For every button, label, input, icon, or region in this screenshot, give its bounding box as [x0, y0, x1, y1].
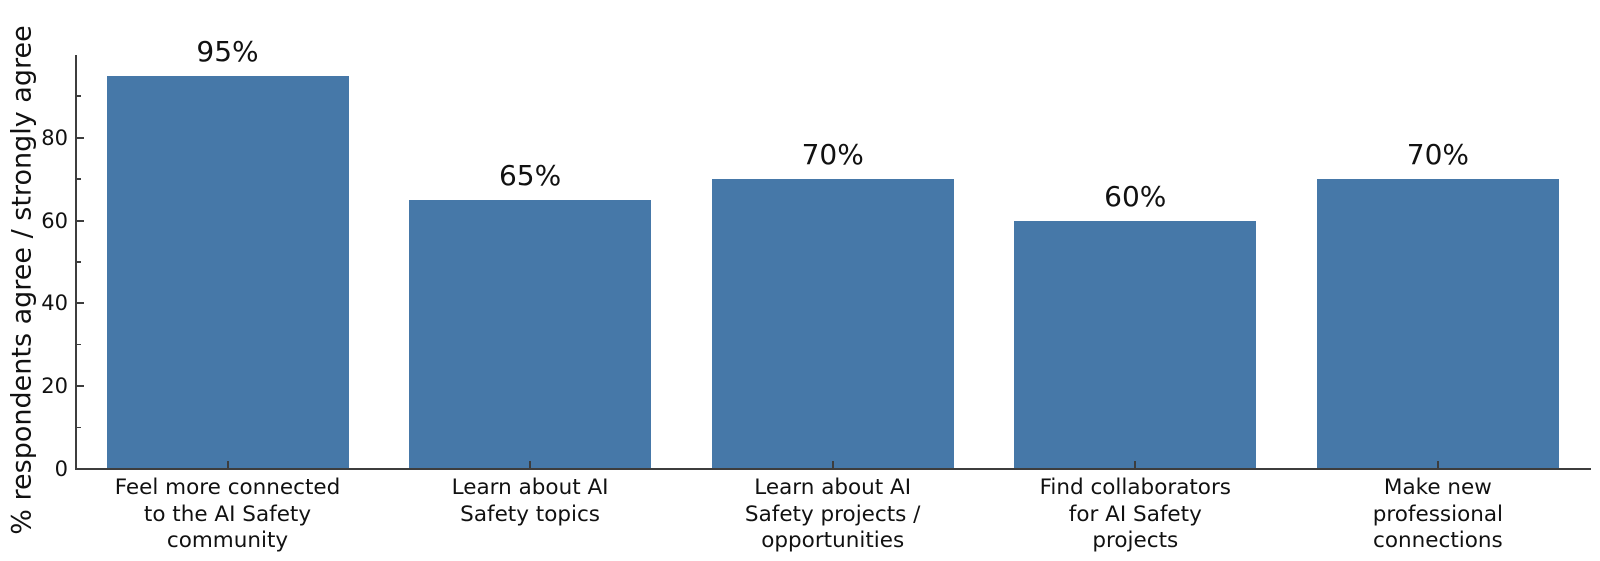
y-major-tick	[77, 302, 84, 305]
y-minor-tick	[77, 261, 81, 263]
x-tick-label: Find collaborators for AI Safety project…	[1039, 475, 1231, 553]
bar	[409, 199, 652, 468]
y-major-tick	[77, 385, 84, 388]
x-axis-line	[75, 468, 1591, 470]
bar-value-label: 60%	[1104, 179, 1167, 213]
y-tick-label: 40	[41, 291, 68, 316]
y-minor-tick	[77, 178, 81, 180]
bar	[711, 179, 954, 468]
y-major-tick	[77, 136, 84, 139]
y-minor-tick	[77, 95, 81, 97]
bar	[106, 75, 349, 468]
x-tick-label: Feel more connected to the AI Safety com…	[114, 475, 341, 553]
bar-value-label: 70%	[1406, 138, 1469, 172]
x-tick-label: Make new professional connections	[1372, 475, 1504, 553]
x-major-tick	[529, 461, 532, 468]
bar-value-label: 70%	[801, 138, 864, 172]
bar-value-label: 95%	[196, 34, 259, 68]
x-major-tick	[226, 461, 229, 468]
x-tick-label: Learn about AI Safety projects / opportu…	[744, 475, 921, 553]
bar-value-label: 65%	[498, 158, 562, 192]
bar	[1316, 179, 1559, 468]
y-tick-label: 80	[41, 125, 68, 150]
bar	[1014, 220, 1257, 468]
y-minor-tick	[77, 426, 81, 429]
y-axis-line	[75, 55, 77, 470]
x-major-tick	[831, 461, 834, 468]
x-major-tick	[1436, 461, 1439, 468]
x-major-tick	[1134, 461, 1137, 468]
y-tick-label: 60	[41, 208, 68, 233]
y-major-tick	[77, 219, 84, 222]
y-minor-tick	[77, 343, 81, 346]
y-tick-label: 20	[41, 374, 68, 399]
x-tick-label: Learn about AI Safety topics	[451, 475, 609, 527]
y-major-tick	[77, 468, 84, 470]
y-tick-label: 0	[54, 457, 68, 481]
